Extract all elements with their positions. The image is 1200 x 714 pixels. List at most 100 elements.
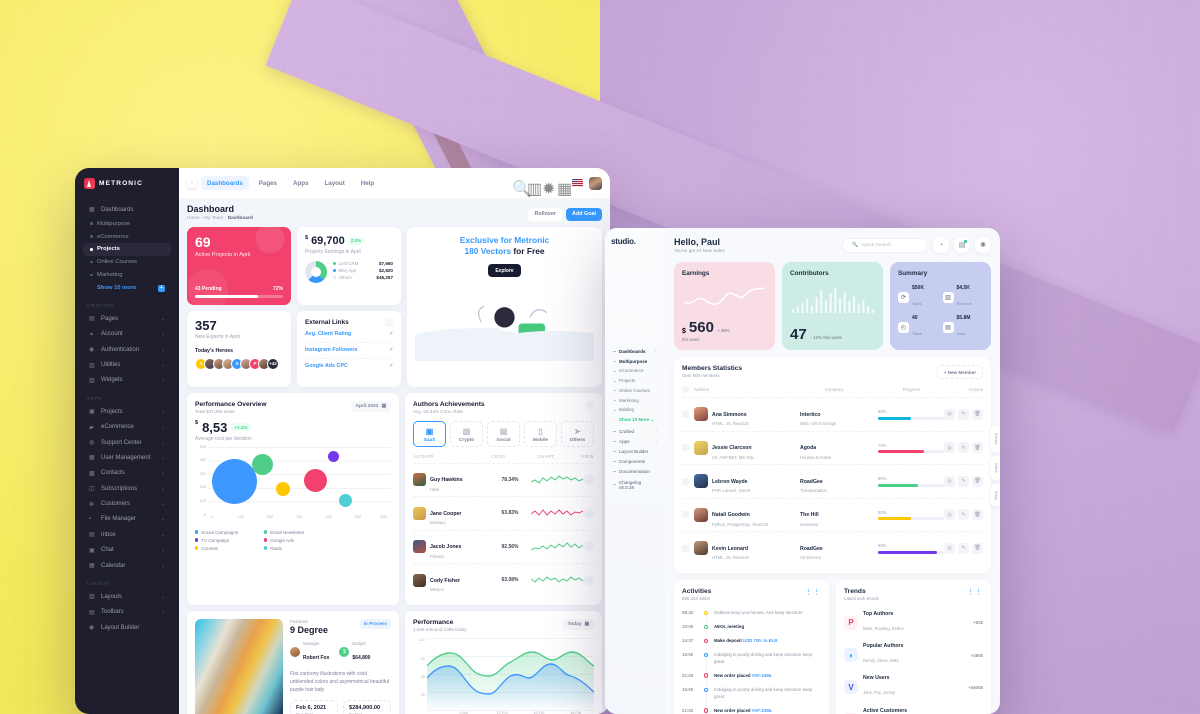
table-row[interactable]: Jessie Clarcson C#, ASP.NET, MS SQL Agoda…	[682, 432, 983, 465]
sidebar-item-layouts[interactable]: ▧ Layouts ⌄	[83, 589, 171, 604]
edit-icon[interactable]: ✎	[958, 475, 969, 487]
vtab-blog[interactable]: Blog	[991, 483, 1000, 507]
delete-icon[interactable]: 🗑	[972, 442, 983, 454]
activity-link[interactable]: USD 700. to ELR	[743, 638, 778, 644]
sidebar-item-components[interactable]: Components	[611, 457, 659, 467]
summary-tile[interactable]: Summary ⟳ $50K Sales ▥ $4,5K Revenue ◴ 40 Task…	[890, 262, 991, 350]
avatar[interactable]	[589, 176, 602, 190]
contributors-tile[interactable]: Contributors 47	[782, 262, 883, 350]
sidebar-item-layout-builder[interactable]: ◉ Layout Builder	[83, 620, 171, 635]
sidebar-item-subscriptions[interactable]: ◫ Subscriptions ⌄	[83, 481, 171, 496]
edit-icon[interactable]: ✎	[958, 408, 969, 420]
more-options-icon[interactable]	[385, 318, 393, 327]
bubble-radio[interactable]	[339, 493, 352, 507]
row-checkbox[interactable]	[682, 477, 689, 485]
table-row[interactable]: Ana Simmons HTML, JS, ReactJS Intertico We…	[682, 398, 983, 432]
show-more-button[interactable]: Show 10 more +	[83, 281, 171, 295]
sidebar-item-projects[interactable]: Projects	[611, 376, 659, 386]
more-options-icon[interactable]: ⋮⋮	[805, 588, 821, 596]
vtab-sites[interactable]: Sites	[991, 455, 1000, 480]
sidebar-item-user-management[interactable]: ▦ User Management ⌄	[83, 450, 171, 465]
sidebar-item-account[interactable]: ⚭ Account ⌄	[83, 327, 171, 342]
activity-row[interactable]: 21:03 New order placed #XF-2356.	[682, 669, 821, 686]
activity-link[interactable]: #XF-2356.	[751, 672, 773, 678]
table-row[interactable]: Cody Fisher Mexico 63.08% →	[413, 564, 594, 597]
sidebar-item-online-courses[interactable]: Online Courses	[611, 386, 659, 396]
view-button[interactable]: →	[583, 474, 594, 486]
sidebar-item-changelog[interactable]: Changelog v8.0.38	[611, 477, 659, 492]
flag-icon[interactable]	[572, 179, 583, 187]
view-icon[interactable]: ◎	[944, 408, 955, 420]
activity-row[interactable]: 16:50 Indulging in poorly driving and kee…	[682, 649, 821, 672]
brand[interactable]: METRONIC	[75, 168, 179, 198]
sidebar-item-multipurpose[interactable]: Multipurpose	[83, 217, 171, 230]
sidebar-item-multipurpose[interactable]: Multipurpose	[611, 356, 659, 366]
table-row[interactable]: Lebron Wayde PHP, Laravel, VueJS RoadGee T…	[682, 465, 983, 499]
delete-icon[interactable]: 🗑	[972, 542, 983, 554]
sidebar-item-utilities[interactable]: ▥ Utilities ⌄	[83, 357, 171, 372]
bubble-google-ads[interactable]	[304, 468, 327, 492]
trend-row[interactable]: bActive CustomersMark, Rowling, Esther+6…	[844, 704, 983, 714]
sidebar-item-contacts[interactable]: ▩ Contacts ⌄	[83, 466, 171, 481]
date-range-picker[interactable]: Today ▦	[562, 618, 594, 630]
select-all-checkbox[interactable]	[682, 386, 689, 393]
sidebar-item-authentication[interactable]: ◉ Authentication ⌄	[83, 342, 171, 357]
mail-icon[interactable]: ▤	[954, 237, 970, 253]
sidebar-item-ecommerce[interactable]: eCommerce	[83, 230, 171, 243]
tab-layout[interactable]: Layout	[324, 179, 345, 187]
bubble-email-newsletter[interactable]	[252, 453, 273, 475]
table-row[interactable]: Natali Goodwin Python, PostgreSQL, ReactJ…	[682, 499, 983, 532]
chart-icon[interactable]: ▥	[527, 180, 543, 198]
sidebar-item-dashboards[interactable]: Dashboards ⌃	[611, 346, 659, 356]
link-item[interactable]: Google Ads CPC ↗	[305, 359, 393, 374]
tab-crypto[interactable]: ▥ Crypto	[450, 420, 483, 447]
new-experts-card[interactable]: 357 New Experts in April Today's Heroes …	[187, 310, 291, 387]
edit-icon[interactable]: ✎	[958, 509, 969, 521]
bubble-tv-campaign[interactable]	[328, 450, 339, 462]
tab-apps[interactable]: Apps	[293, 179, 309, 187]
view-icon[interactable]: ◎	[944, 509, 955, 521]
rollover-button[interactable]: Rollover	[528, 207, 563, 221]
sidebar-item-toolbars[interactable]: ▤ Toolbars ⌄	[83, 605, 171, 620]
view-icon[interactable]: ◎	[944, 442, 955, 454]
activity-row[interactable]: 21:03 New order placed #XF-2356.	[682, 704, 821, 714]
row-checkbox[interactable]	[682, 410, 689, 418]
search-icon[interactable]: 🔍	[512, 180, 532, 198]
sidebar-collapse-button[interactable]: ‹	[187, 178, 197, 188]
view-icon[interactable]: ◎	[944, 475, 955, 487]
activity-row[interactable]: 10:00 AEOL meeting	[682, 621, 821, 637]
row-checkbox[interactable]	[682, 444, 689, 452]
tab-pages[interactable]: Pages	[258, 179, 277, 187]
row-checkbox[interactable]	[682, 544, 689, 552]
sidebar-item-inbox[interactable]: ▤ Inbox ⌄	[83, 527, 171, 542]
view-icon[interactable]: ◎	[944, 542, 955, 554]
activity-row[interactable]: 14:37 Make deposit USD 700. to ELR	[682, 635, 821, 651]
activity-row[interactable]: 08:42 Outlines keep you honest. And keep …	[682, 607, 821, 623]
tab-social[interactable]: ▤ Social	[487, 420, 520, 447]
sidebar-item-calendar[interactable]: ▦ Calendar ⌄	[83, 558, 171, 573]
tab-others[interactable]: ➤ Others	[561, 420, 594, 447]
bubble-social-campaigns[interactable]	[212, 458, 257, 504]
link-item[interactable]: Instagram Followers ↗	[305, 343, 393, 359]
tab-dashboards[interactable]: Dashboards	[201, 176, 249, 190]
sidebar-item-projects[interactable]: Projects	[83, 242, 171, 256]
sidebar-item-ecommerce[interactable]: eCommerce	[611, 366, 659, 376]
earnings-tile[interactable]: Earnings $ 560 + 28% this week	[674, 262, 775, 350]
view-button[interactable]: →	[583, 541, 594, 553]
date-range-picker[interactable]: April 2022 ▦	[350, 400, 391, 412]
trend-row[interactable]: V New Users John, Pat, Jimmy +4500$	[844, 671, 983, 703]
tab-saas[interactable]: ▣ SaaS	[413, 420, 446, 447]
sidebar-item-crafted[interactable]: Crafted ›	[611, 426, 659, 436]
sidebar-item-layout-builder[interactable]: Layout Builder	[611, 446, 659, 456]
table-row[interactable]: Jane Cooper Monaco 63.83% →	[413, 497, 594, 531]
view-button[interactable]: →	[583, 507, 594, 519]
trend-row[interactable]: P Top Authors Mark, Rowling, Esther +82$	[844, 607, 983, 639]
sidebar-item-marketing[interactable]: Marketing	[83, 269, 171, 282]
delete-icon[interactable]: 🗑	[972, 475, 983, 487]
sidebar-item-documentation[interactable]: Documentation	[611, 467, 659, 477]
show-more-button[interactable]: Show 10 More ⌄	[619, 417, 655, 423]
tab-mobile[interactable]: ▯ Mobile	[524, 420, 557, 447]
sidebar-item-ecommerce-app[interactable]: ▰ eCommerce ⌄	[83, 420, 171, 435]
sidebar-item-customers[interactable]: ✻ Customers ⌄	[83, 496, 171, 511]
sidebar-item-file-manager[interactable]: ▪ File Manager ⌄	[83, 512, 171, 527]
